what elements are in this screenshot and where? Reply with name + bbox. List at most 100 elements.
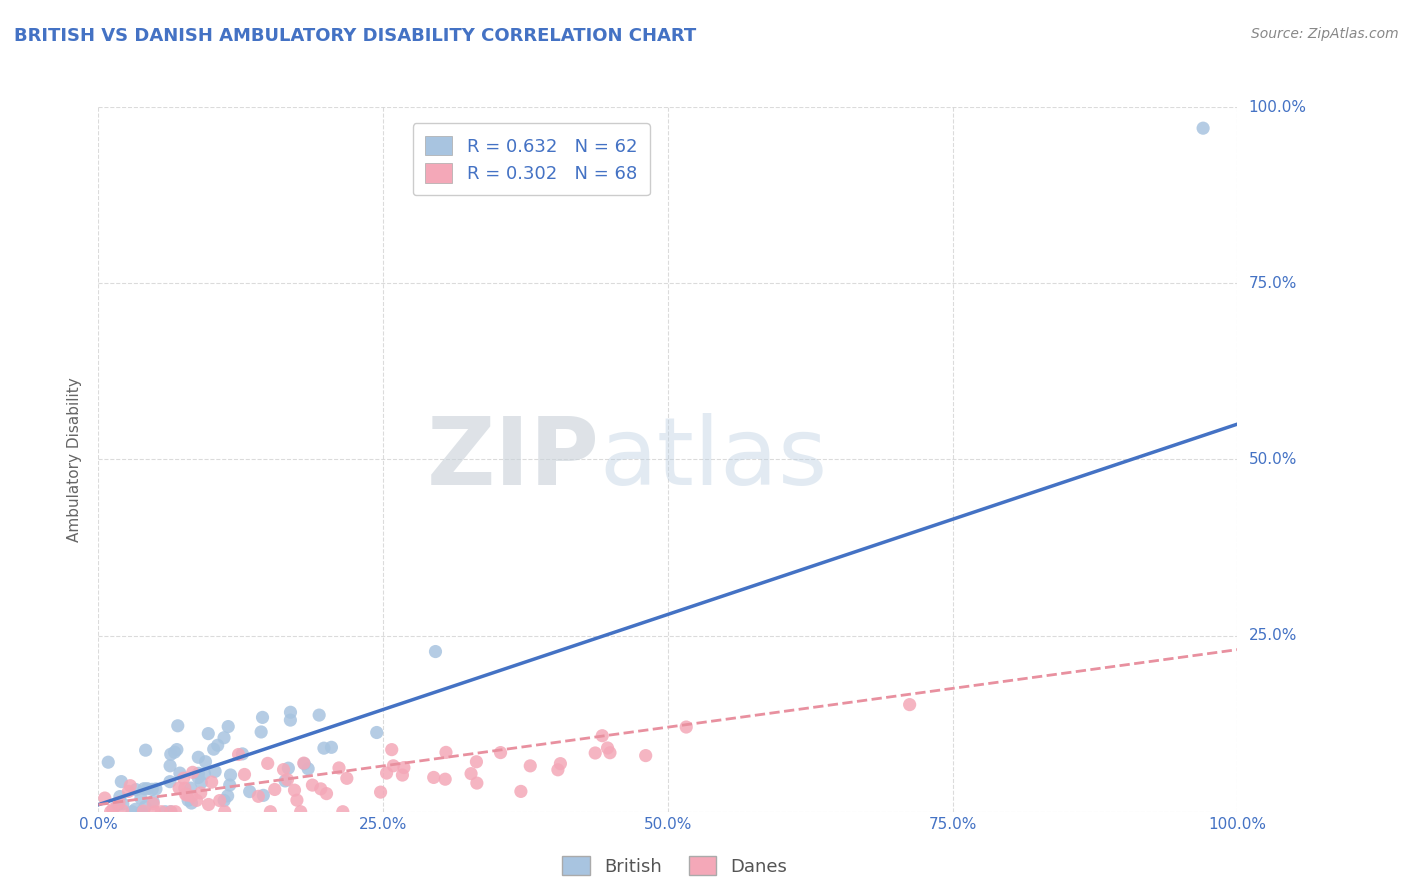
Point: [143, 805, 166, 819]
Point: [141, 782, 163, 797]
Point: [165, 805, 187, 819]
Point: [160, 805, 183, 819]
Point: [111, 797, 134, 811]
Point: [159, 759, 181, 773]
Point: [197, 797, 219, 812]
Point: [315, 787, 337, 801]
Point: [125, 782, 148, 797]
Point: [131, 805, 153, 819]
Point: [124, 802, 146, 816]
Point: [159, 774, 181, 789]
Point: [285, 793, 308, 807]
Point: [132, 804, 155, 818]
Point: [370, 785, 392, 799]
Point: [252, 789, 274, 803]
Point: [547, 763, 569, 777]
Point: [169, 766, 191, 780]
Point: [375, 766, 398, 780]
Point: [166, 719, 188, 733]
Point: [675, 720, 697, 734]
Point: [328, 761, 350, 775]
Point: [201, 775, 224, 789]
Point: [159, 805, 181, 819]
Point: [422, 771, 444, 785]
Point: [1192, 121, 1215, 136]
Point: [898, 698, 921, 712]
Point: [392, 761, 415, 775]
Point: [94, 791, 117, 805]
Point: [280, 713, 302, 727]
Point: [173, 781, 195, 796]
Point: [277, 761, 299, 775]
Point: [163, 745, 186, 759]
Point: [599, 746, 621, 760]
Point: [252, 710, 274, 724]
Point: [107, 797, 129, 812]
Point: [180, 781, 202, 796]
Point: [204, 764, 226, 779]
Point: [425, 644, 447, 658]
Point: [180, 796, 202, 810]
Point: [212, 731, 235, 745]
Point: [142, 797, 165, 811]
Point: [366, 725, 388, 739]
Point: [190, 786, 212, 800]
Point: [292, 756, 315, 771]
Point: [218, 778, 240, 792]
Point: [176, 788, 198, 802]
Point: [202, 742, 225, 756]
Point: [489, 746, 512, 760]
Point: [228, 747, 250, 762]
Point: [301, 778, 323, 792]
Point: [583, 746, 606, 760]
Point: [256, 756, 278, 771]
Point: [217, 789, 239, 803]
Point: [134, 799, 156, 814]
Point: [250, 725, 273, 739]
Point: [336, 772, 359, 786]
Point: [145, 781, 167, 796]
Point: [239, 784, 262, 798]
Point: [292, 756, 315, 771]
Point: [132, 781, 155, 796]
Text: 100.0%: 100.0%: [1249, 100, 1306, 114]
Point: [207, 739, 229, 753]
Point: [219, 768, 242, 782]
Point: [110, 774, 132, 789]
Point: [212, 793, 235, 807]
Point: [101, 802, 124, 816]
Point: [194, 755, 217, 769]
Point: [117, 784, 139, 798]
Point: [465, 755, 488, 769]
Point: [193, 766, 215, 780]
Point: [332, 805, 354, 819]
Point: [142, 794, 165, 808]
Text: 50.0%: 50.0%: [1249, 452, 1298, 467]
Point: [167, 781, 190, 796]
Point: [297, 762, 319, 776]
Text: ZIP: ZIP: [426, 413, 599, 506]
Point: [263, 782, 285, 797]
Point: [259, 805, 281, 819]
Point: [187, 771, 209, 785]
Point: [177, 793, 200, 807]
Point: [217, 720, 239, 734]
Point: [308, 708, 330, 723]
Point: [434, 745, 457, 759]
Point: [634, 748, 657, 763]
Point: [312, 741, 335, 756]
Point: [174, 787, 197, 801]
Point: [280, 706, 302, 720]
Point: [159, 747, 181, 762]
Point: [465, 776, 488, 790]
Point: [276, 772, 298, 787]
Point: [273, 763, 295, 777]
Point: [135, 743, 157, 757]
Text: Source: ZipAtlas.com: Source: ZipAtlas.com: [1251, 27, 1399, 41]
Text: atlas: atlas: [599, 413, 828, 506]
Legend: British, Danes: British, Danes: [555, 849, 794, 883]
Point: [550, 756, 572, 771]
Point: [283, 783, 305, 797]
Point: [136, 781, 159, 796]
Point: [190, 775, 212, 789]
